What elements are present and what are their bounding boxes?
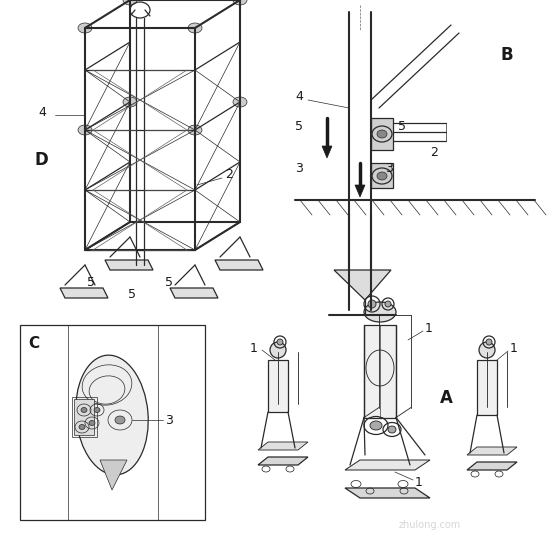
Polygon shape [258,442,308,450]
Text: 4: 4 [295,91,303,104]
Text: 4: 4 [38,105,46,119]
Polygon shape [100,460,127,490]
Polygon shape [60,288,108,298]
Text: 1: 1 [250,342,258,354]
Ellipse shape [79,424,85,430]
Ellipse shape [123,0,137,5]
Polygon shape [215,260,263,270]
Ellipse shape [370,421,382,430]
Bar [371,163,393,188]
Ellipse shape [233,97,247,107]
Ellipse shape [94,408,100,413]
Bar [72,397,97,437]
Ellipse shape [78,125,92,135]
Polygon shape [170,288,218,298]
Text: 2: 2 [225,169,233,181]
Polygon shape [258,457,308,465]
Bar [20,325,205,520]
Text: B: B [500,46,513,64]
Ellipse shape [270,342,286,358]
Bar [371,118,393,150]
Ellipse shape [81,408,87,413]
Bar [364,325,396,418]
Ellipse shape [75,355,148,475]
Polygon shape [467,462,517,470]
Text: 5: 5 [398,120,406,133]
Polygon shape [345,460,430,470]
Text: 3: 3 [385,161,393,175]
Polygon shape [334,270,391,300]
Text: 1: 1 [415,475,423,488]
Ellipse shape [377,172,387,180]
Text: 5: 5 [295,120,303,133]
Text: 1: 1 [425,321,433,334]
Text: zhulong.com: zhulong.com [399,520,461,530]
Ellipse shape [123,97,137,107]
Ellipse shape [388,426,396,433]
Ellipse shape [479,342,495,358]
Polygon shape [355,185,365,197]
Text: 2: 2 [430,146,438,158]
Polygon shape [345,488,430,498]
Polygon shape [105,260,153,270]
Polygon shape [467,447,517,455]
Ellipse shape [364,302,396,322]
Ellipse shape [385,301,391,307]
Text: 3: 3 [165,413,173,427]
Text: A: A [440,389,453,407]
Ellipse shape [377,130,387,138]
Text: 5: 5 [128,288,136,301]
Ellipse shape [188,23,202,33]
Ellipse shape [277,339,283,345]
Text: 1: 1 [510,342,518,354]
Text: C: C [28,335,39,351]
Text: D: D [35,151,49,169]
Text: 5: 5 [165,276,173,288]
Bar [268,360,288,412]
Ellipse shape [486,339,492,345]
Ellipse shape [89,421,95,426]
Ellipse shape [78,23,92,33]
Ellipse shape [115,416,125,424]
Ellipse shape [188,125,202,135]
Polygon shape [322,146,332,158]
Bar [477,360,497,415]
Text: 5: 5 [87,276,95,288]
Text: 3: 3 [295,161,303,175]
Ellipse shape [233,0,247,5]
Bar [74,399,94,435]
Ellipse shape [368,300,376,308]
